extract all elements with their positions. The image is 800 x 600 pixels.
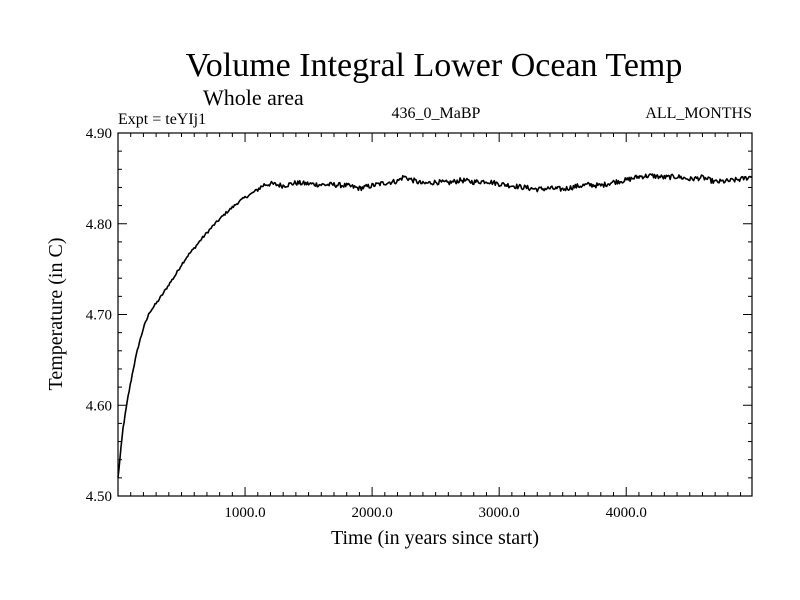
x-tick-label: 2000.0 xyxy=(351,505,392,521)
y-tick-label: 4.70 xyxy=(86,308,112,324)
period-label: 436_0_MaBP xyxy=(392,105,481,122)
y-tick-label: 4.60 xyxy=(86,398,112,414)
tick-labels: 1000.0 2000.0 3000.0 4000.0 4.50 4.60 4.70 4.80… xyxy=(86,126,647,521)
y-axis-label: Temperature (in C) xyxy=(45,238,67,391)
plot-frame xyxy=(117,132,753,497)
x-tick-label: 3000.0 xyxy=(479,505,520,521)
months-label: ALL_MONTHS xyxy=(645,105,752,122)
x-axis-label: Time (in years since start) xyxy=(331,527,539,549)
series-layer xyxy=(117,173,753,478)
y-tick-label: 4.90 xyxy=(86,126,112,142)
experiment-label: Expt = teYIj1 xyxy=(118,111,206,128)
axis-ticks xyxy=(118,133,752,496)
chart-subtitle: Whole area xyxy=(203,85,304,110)
x-tick-label: 1000.0 xyxy=(224,505,265,521)
y-tick-label: 4.50 xyxy=(86,489,112,505)
y-tick-label: 4.80 xyxy=(86,217,112,233)
chart-title: Volume Integral Lower Ocean Temp xyxy=(186,47,683,84)
x-tick-label: 4000.0 xyxy=(606,505,647,521)
series-line xyxy=(117,173,753,478)
